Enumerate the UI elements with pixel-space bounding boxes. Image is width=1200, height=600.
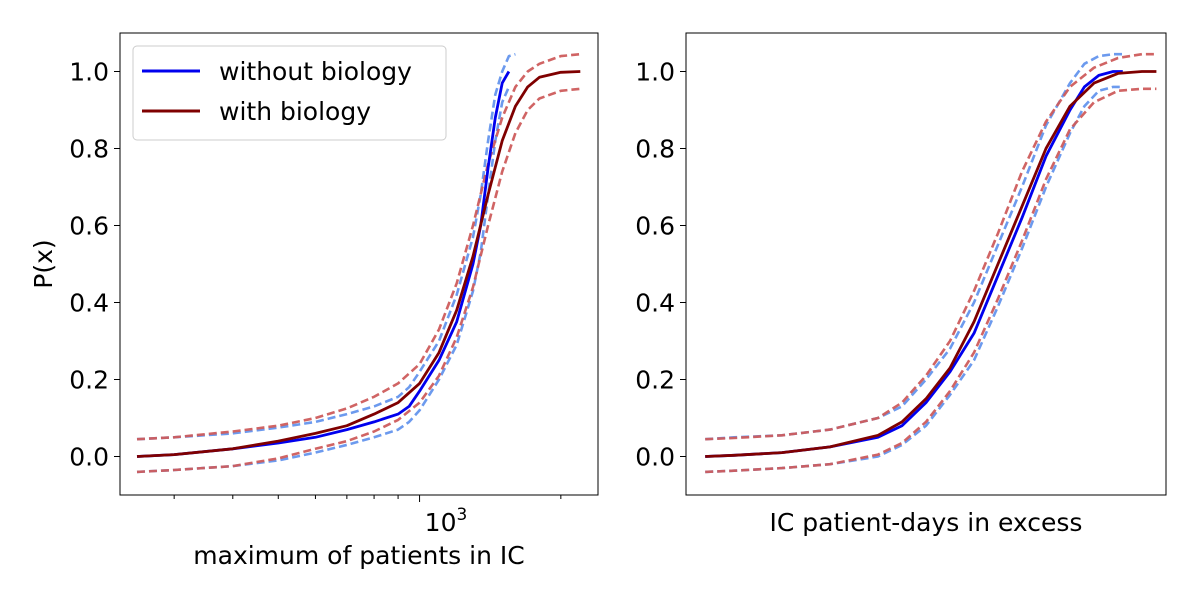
right-chart-panel: 0.0 0.2 0.4 0.6 0.8 1.0 IC patient-days in ex… <box>635 32 1167 537</box>
right-y-tick-label: 1.0 <box>635 58 675 87</box>
left-main-lines-layer <box>136 70 581 458</box>
right-plot-frame <box>685 32 1167 496</box>
right-with-biology-ci-layer <box>705 52 1157 474</box>
left-series-with-biology-upper-bound <box>136 52 581 441</box>
legend-label-without-biology: without biology <box>219 57 412 86</box>
left-series-with-biology-lower-bound <box>136 87 581 474</box>
right-y-tick-label: 0.4 <box>635 289 675 318</box>
left-with-biology-ci-layer <box>136 52 581 474</box>
right-y-tick-label: 0.2 <box>635 366 675 395</box>
left-x-axis-ticks <box>173 495 562 502</box>
right-y-tick-label: 0.6 <box>635 212 675 241</box>
left-plot-frame <box>119 32 599 496</box>
left-y-tick-label: 0.0 <box>69 443 109 472</box>
left-y-tick-label: 1.0 <box>69 58 109 87</box>
right-y-tick-label: 0.8 <box>635 135 675 164</box>
right-series-with-biology <box>705 70 1157 458</box>
left-y-tick-label: 0.2 <box>69 366 109 395</box>
left-y-tick-label: 0.4 <box>69 289 109 318</box>
right-series-with-biology-lower-bound <box>705 87 1157 474</box>
right-x-axis-title: IC patient-days in excess <box>770 508 1083 537</box>
left-chart-panel: 0.0 0.2 0.4 0.6 0.8 1.0 103 maximum of patien… <box>29 32 599 570</box>
right-y-tick-label: 0.0 <box>635 443 675 472</box>
left-y-tick-label: 0.6 <box>69 212 109 241</box>
left-series-without-biology-upper-bound <box>136 52 516 441</box>
left-y-tick-label: 0.8 <box>69 135 109 164</box>
legend-label-with-biology: with biology <box>219 97 371 126</box>
legend-box <box>132 45 447 141</box>
left-x-axis-title: maximum of patients in IC <box>193 541 524 570</box>
right-y-axis-ticks: 0.0 0.2 0.4 0.6 0.8 1.0 <box>635 58 686 472</box>
left-series-without-biology <box>136 70 511 458</box>
right-series-with-biology-upper-bound <box>705 52 1157 441</box>
right-main-lines-layer <box>705 70 1157 458</box>
left-y-axis-ticks: 0.0 0.2 0.4 0.6 0.8 1.0 <box>69 58 120 472</box>
left-series-with-biology <box>136 70 581 458</box>
left-y-axis-title: P(x) <box>29 239 58 288</box>
legend: without biology with biology <box>132 45 447 141</box>
left-x-major-tick-label: 103 <box>425 505 468 537</box>
